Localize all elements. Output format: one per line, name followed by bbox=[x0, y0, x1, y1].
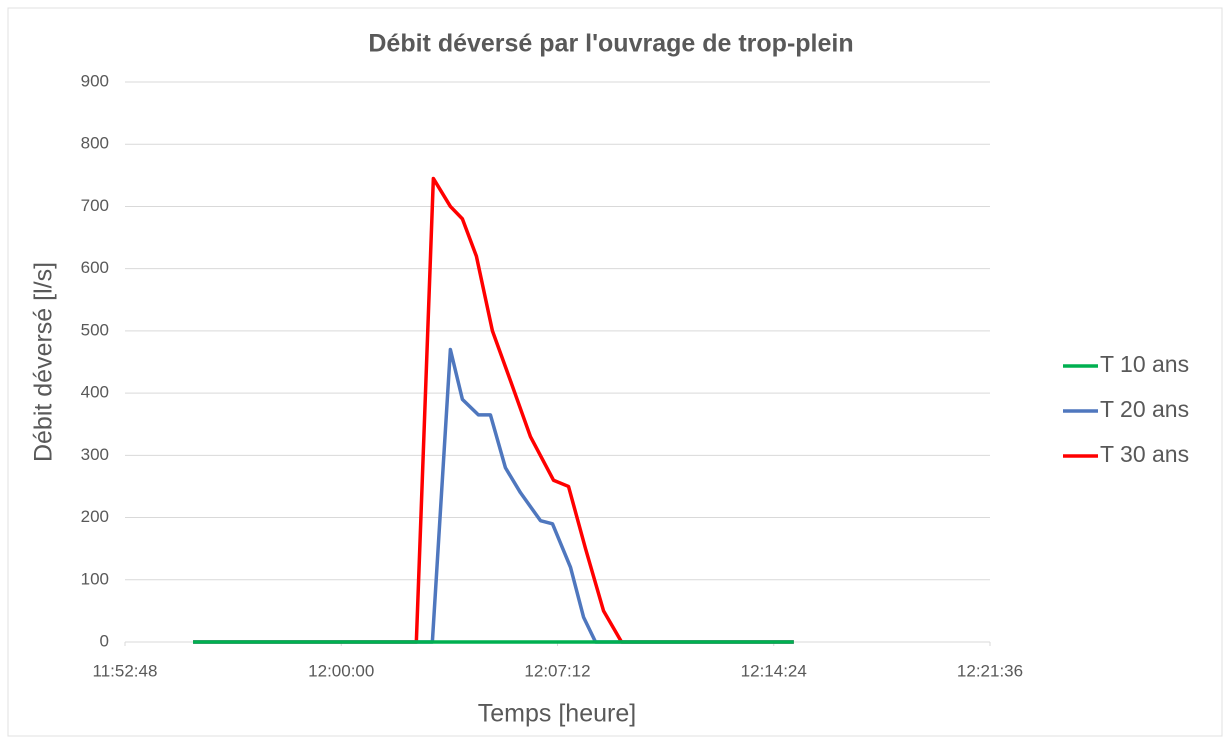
y-tick-label: 0 bbox=[100, 631, 109, 650]
line-series bbox=[193, 347, 794, 644]
y-tick-label: 100 bbox=[81, 569, 109, 588]
y-tick-label: 700 bbox=[81, 196, 109, 215]
y-tick-label: 600 bbox=[81, 258, 109, 277]
x-tick-label: 12:21:36 bbox=[957, 661, 1023, 680]
y-tick-label: 800 bbox=[81, 134, 109, 153]
y-tick-label: 300 bbox=[81, 445, 109, 464]
y-tick-label: 900 bbox=[81, 71, 109, 90]
x-axis-label: Temps [heure] bbox=[478, 700, 636, 728]
legend-label: T 20 ans bbox=[1100, 396, 1189, 422]
x-tick-label: 12:07:12 bbox=[524, 661, 590, 680]
legend-label: T 30 ans bbox=[1100, 441, 1189, 467]
x-tick-label: 12:14:24 bbox=[741, 661, 807, 680]
legend-label: T 10 ans bbox=[1100, 351, 1189, 377]
y-tick-label: 400 bbox=[81, 383, 109, 402]
y-axis-label: Débit déversé [l/s] bbox=[30, 262, 58, 462]
x-tick-label: 11:52:48 bbox=[93, 661, 158, 680]
y-tick-label: 500 bbox=[81, 320, 109, 339]
x-tick-label: 12:00:00 bbox=[308, 661, 374, 680]
chart-title: Débit déversé par l'ouvrage de trop-plei… bbox=[368, 30, 853, 58]
line-series bbox=[193, 176, 794, 644]
y-tick-label: 200 bbox=[81, 507, 109, 526]
chart-frame bbox=[7, 7, 1223, 737]
